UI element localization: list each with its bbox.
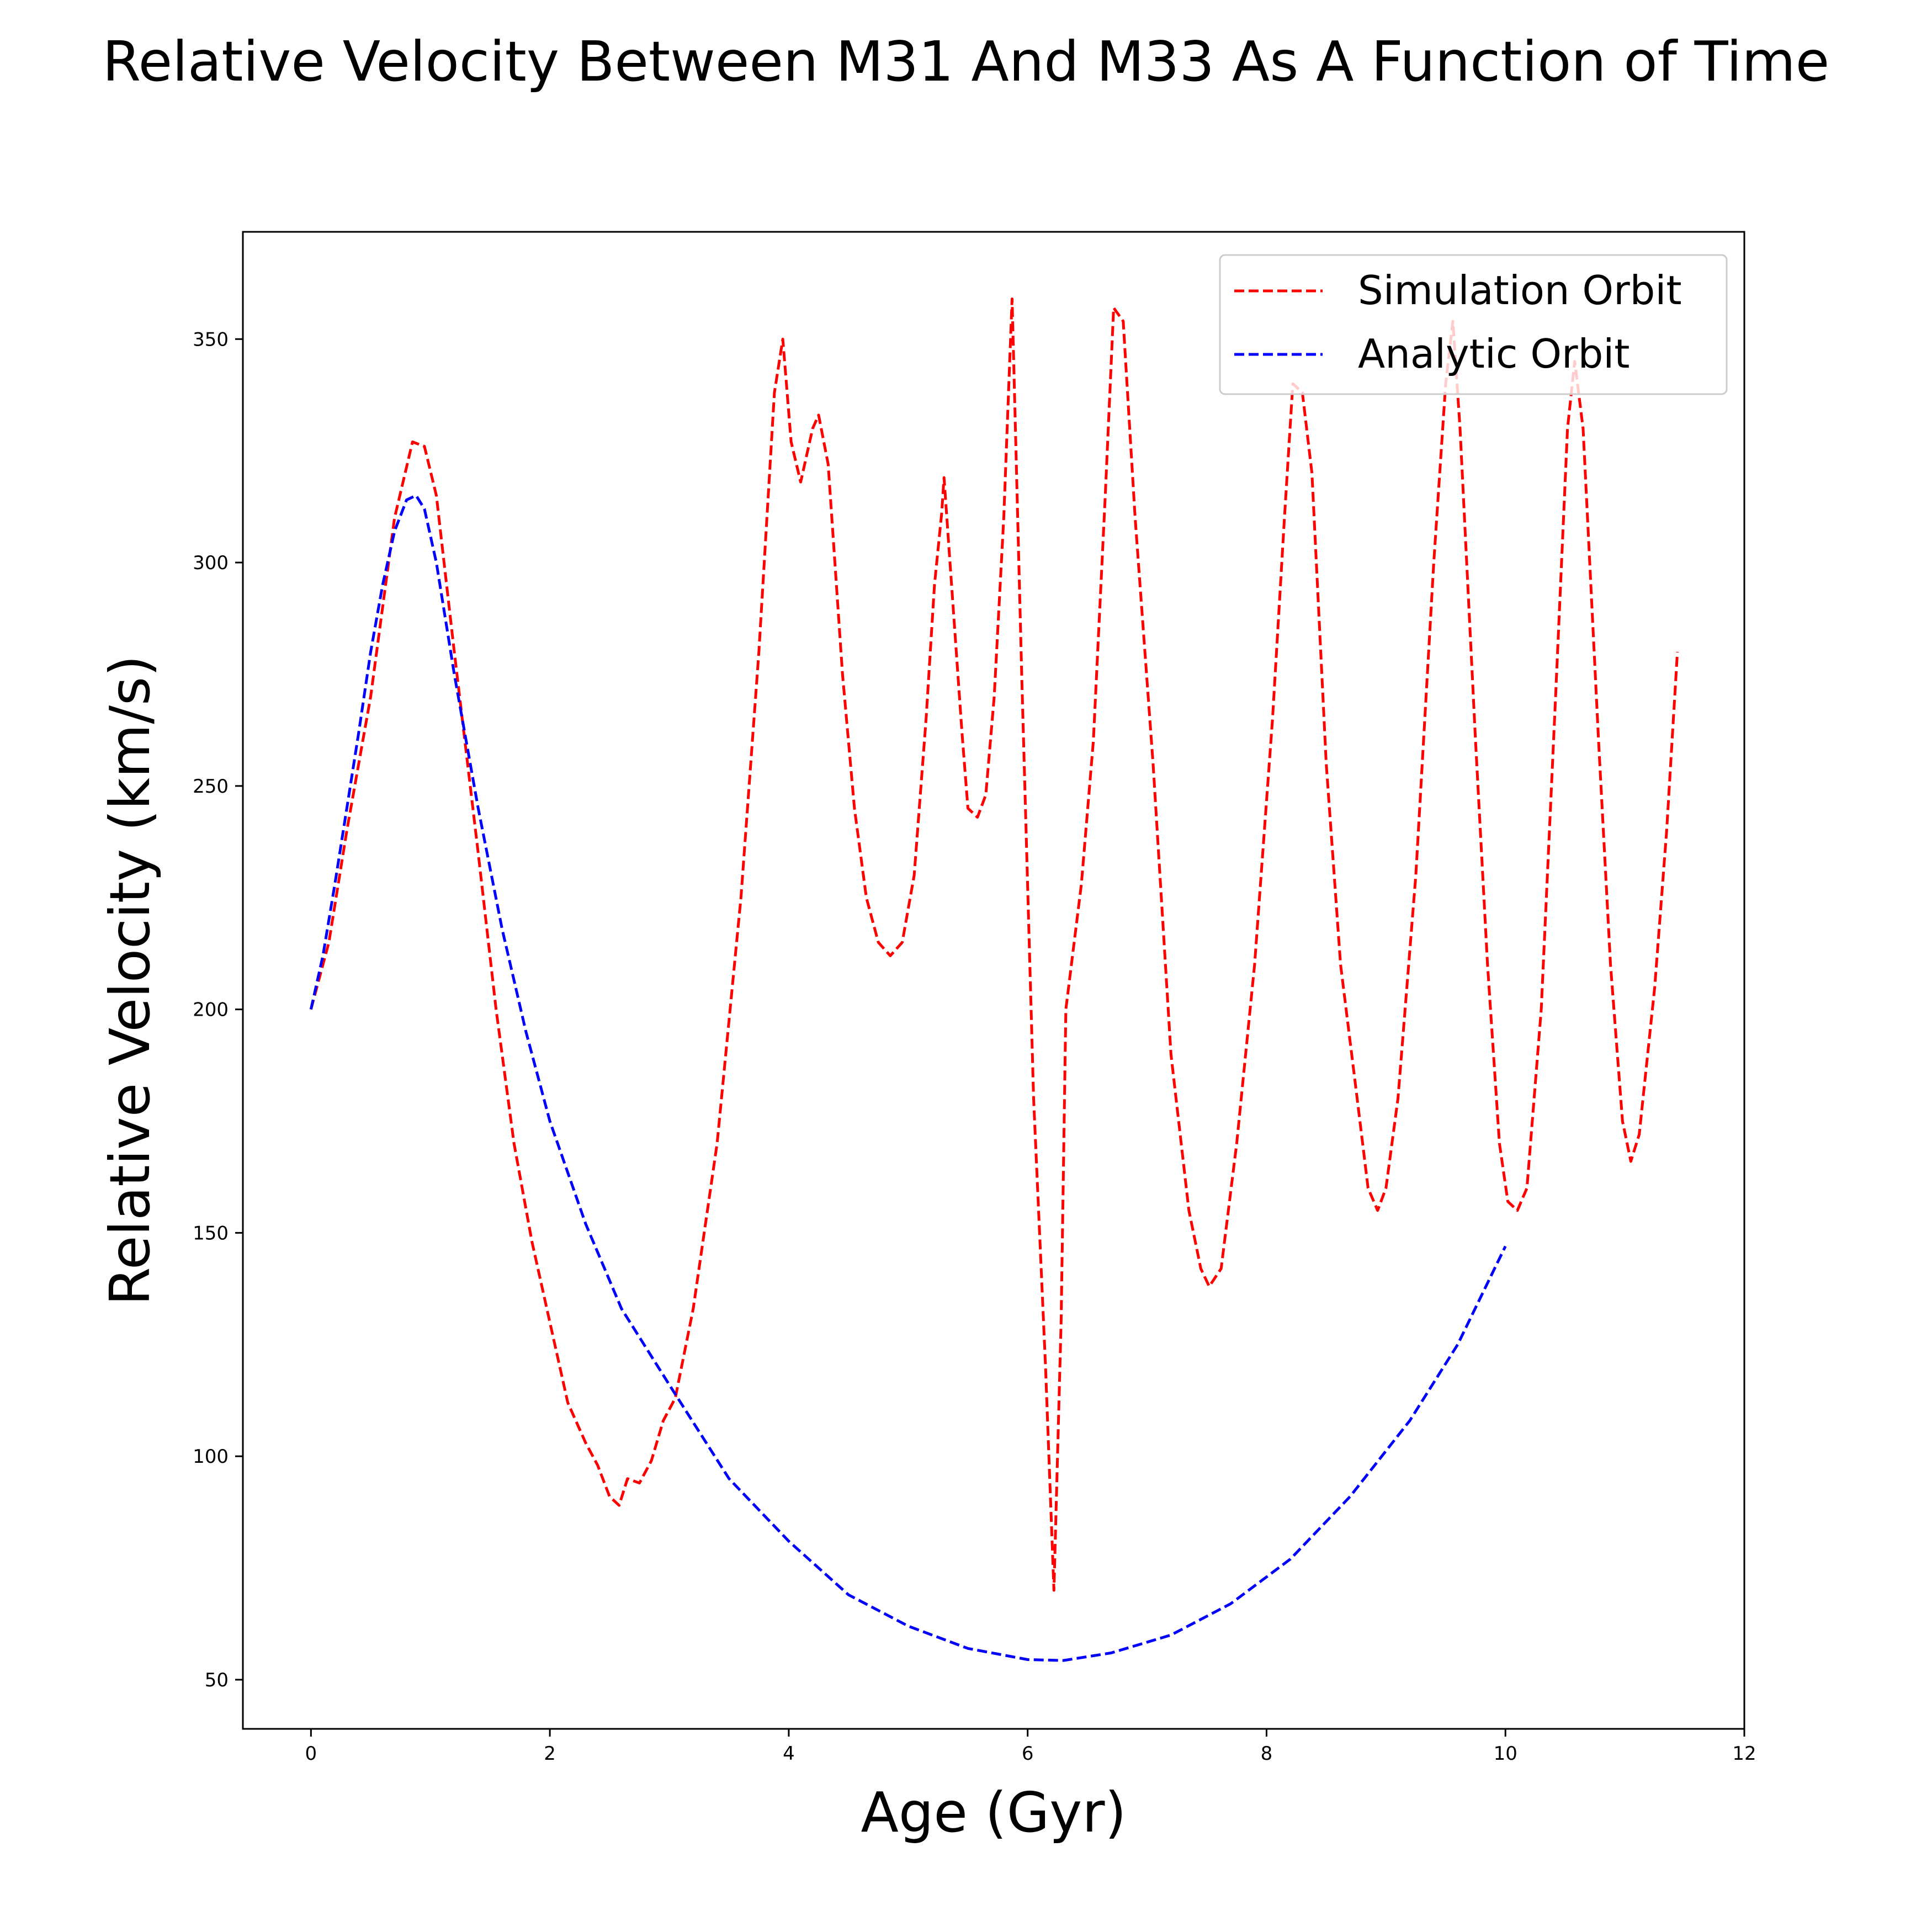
y-tick-label: 250 xyxy=(193,776,229,798)
series-line-simulation-orbit xyxy=(309,297,1679,1592)
legend-label-analytic: Analytic Orbit xyxy=(1358,331,1630,377)
series-layer xyxy=(309,297,1679,1662)
y-axis-ticks: 50 100 150 200 250 300 350 xyxy=(193,328,243,1691)
plot-frame xyxy=(242,231,1745,1730)
x-axis-title: Age (Gyr) xyxy=(861,1780,1126,1845)
x-tick-label: 12 xyxy=(1732,1743,1756,1765)
legend-box xyxy=(1219,254,1728,395)
x-tick-label: 4 xyxy=(783,1743,795,1765)
y-tick-label: 150 xyxy=(193,1222,229,1244)
y-axis-title: Relative Velocity (km/s) xyxy=(98,655,162,1305)
x-axis-ticks: 0 2 4 6 8 10 12 xyxy=(305,1729,1756,1765)
y-tick-label: 200 xyxy=(193,999,229,1021)
legend-label-simulation: Simulation Orbit xyxy=(1358,267,1682,314)
y-tick-label: 100 xyxy=(193,1446,229,1468)
legend: Simulation Orbit Analytic Orbit xyxy=(1219,254,1728,395)
y-tick-label: 350 xyxy=(193,328,229,351)
y-tick-label: 300 xyxy=(193,552,229,574)
series-line-analytic-orbit xyxy=(309,494,1507,1662)
x-tick-label: 2 xyxy=(544,1743,556,1765)
x-tick-label: 10 xyxy=(1494,1743,1517,1765)
y-tick-label: 50 xyxy=(205,1669,229,1691)
x-tick-label: 6 xyxy=(1022,1743,1034,1765)
chart-title: Relative Velocity Between M31 And M33 As… xyxy=(103,29,1830,94)
x-tick-label: 0 xyxy=(305,1743,317,1765)
x-tick-label: 8 xyxy=(1261,1743,1273,1765)
